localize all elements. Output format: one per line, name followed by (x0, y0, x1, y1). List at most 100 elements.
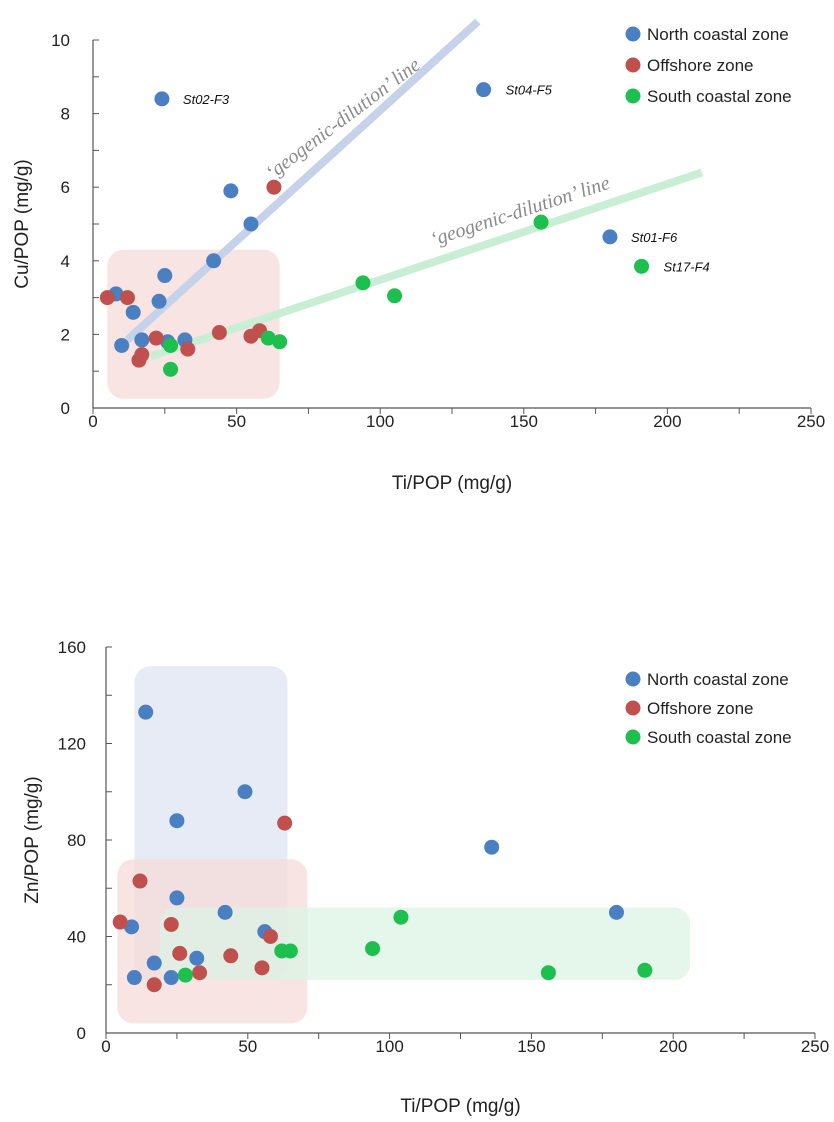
legend-marker (625, 729, 641, 745)
legend-label: South coastal zone (647, 728, 792, 747)
legend-marker (625, 57, 641, 73)
data-point (157, 268, 173, 284)
data-point (243, 328, 259, 344)
data-point (387, 288, 403, 304)
y-axis-title: Zn/POP (mg/g) (22, 776, 43, 903)
data-point (125, 304, 141, 320)
data-point (262, 929, 278, 944)
x-axis-title: Ti/POP (mg/g) (392, 473, 512, 494)
x-tick-label: 200 (659, 1037, 687, 1056)
data-point (272, 334, 288, 350)
x-tick-label: 200 (653, 412, 681, 431)
data-point (180, 341, 196, 357)
y-axis-title: Cu/POP (mg/g) (12, 159, 33, 289)
data-point (154, 91, 170, 107)
data-point (476, 82, 492, 98)
x-tick-label: 0 (88, 412, 97, 431)
y-tick-label: 0 (61, 399, 70, 418)
data-point (169, 890, 185, 906)
y-tick-label: 160 (58, 638, 86, 657)
shaded-region (159, 907, 691, 980)
y-tick-label: 6 (61, 178, 70, 197)
legend-marker (625, 671, 641, 687)
data-point (138, 704, 154, 720)
data-point (172, 945, 188, 961)
data-point (119, 290, 135, 306)
y-tick-label: 80 (67, 831, 86, 850)
x-tick-label: 150 (517, 1037, 545, 1056)
data-point (206, 253, 222, 269)
y-tick-label: 40 (67, 928, 86, 947)
point-annotation: St02-F3 (183, 92, 230, 107)
data-point (260, 330, 276, 346)
data-point (608, 904, 624, 920)
data-point (393, 909, 409, 925)
data-point (132, 873, 148, 889)
data-point (237, 784, 253, 800)
data-point (602, 229, 618, 245)
legend-label: North coastal zone (647, 25, 789, 44)
y-tick-label: 0 (77, 1024, 86, 1043)
data-point (355, 275, 371, 291)
data-point (192, 965, 208, 981)
data-point (146, 955, 162, 971)
data-point (484, 839, 500, 855)
point-annotation: St17-F4 (664, 259, 710, 274)
data-point (114, 337, 130, 353)
data-point (163, 361, 179, 377)
legend-marker (625, 700, 641, 716)
data-point (223, 948, 239, 964)
point-annotation: St04-F5 (506, 83, 553, 98)
point-annotation: St01-F6 (631, 230, 678, 245)
x-tick-label: 100 (366, 412, 394, 431)
data-point (126, 970, 142, 986)
legend-label: Offshore zone (647, 699, 753, 718)
legend-label: North coastal zone (647, 670, 789, 689)
data-point (540, 965, 556, 981)
y-tick-label: 120 (58, 735, 86, 754)
y-tick-label: 10 (51, 31, 70, 50)
data-point (217, 904, 233, 920)
legend-label: Offshore zone (647, 56, 753, 75)
data-point (112, 914, 128, 930)
data-point (365, 941, 381, 957)
legend-marker (625, 88, 641, 104)
cu-pop-chart: 0 50 100 150 200 250 0 2 4 6 8 10 Ti/POP (mg/g) Cu/PO… (12, 18, 825, 494)
legend-marker (625, 26, 641, 42)
data-point (163, 970, 179, 986)
data-point (146, 977, 162, 993)
data-point (177, 967, 193, 983)
data-point (254, 960, 270, 976)
data-point (163, 337, 179, 353)
x-tick-label: 0 (101, 1037, 110, 1056)
data-point (163, 916, 179, 932)
x-tick-label: 50 (227, 412, 246, 431)
data-point (223, 183, 239, 199)
data-point (134, 332, 150, 348)
data-point (266, 179, 282, 195)
data-point (277, 815, 293, 831)
data-point (99, 290, 115, 306)
data-point (634, 258, 650, 274)
y-tick-label: 4 (61, 252, 70, 271)
data-point (169, 813, 185, 829)
data-point (637, 962, 653, 978)
data-point (282, 943, 298, 959)
y-tick-label: 8 (61, 105, 70, 124)
data-point (148, 330, 164, 346)
legend-label: South coastal zone (647, 87, 792, 106)
y-tick-label: 2 (61, 325, 70, 344)
shaded-region (107, 249, 280, 399)
dilution-trend-line (149, 168, 704, 361)
data-point (211, 325, 227, 341)
data-point (243, 216, 259, 232)
dilution-trend-line (124, 18, 481, 343)
data-point (151, 293, 167, 309)
data-point (124, 919, 140, 935)
data-point (131, 352, 147, 368)
x-tick-label: 50 (238, 1037, 257, 1056)
x-tick-label: 250 (797, 412, 825, 431)
x-tick-label: 250 (801, 1037, 829, 1056)
x-axis-title: Ti/POP (mg/g) (400, 1096, 520, 1117)
